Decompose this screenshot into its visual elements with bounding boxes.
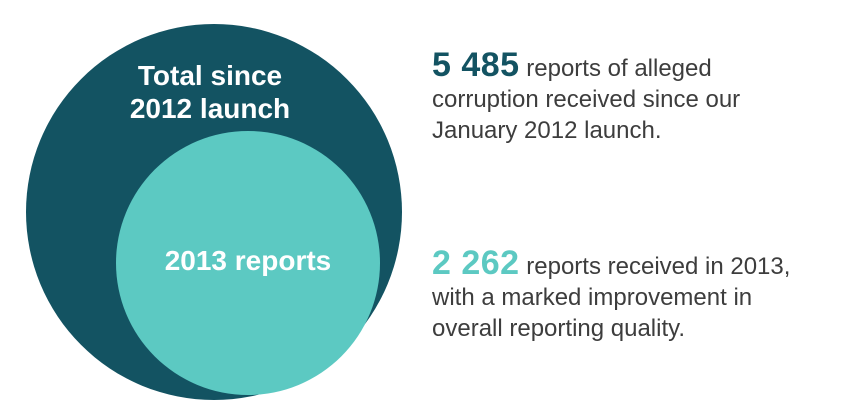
total-reports-text-line-1: reports of alleged bbox=[526, 55, 712, 82]
outer-circle-label-line-2: 2012 launch bbox=[130, 93, 290, 124]
yearly-reports-text-line-1: reports received in 2013, bbox=[526, 253, 791, 280]
venn-diagram: Total since 2012 launch 2013 reports bbox=[26, 24, 402, 400]
yearly-reports-stat: 2 262 reports received in 2013, with a m… bbox=[432, 246, 842, 344]
outer-circle-label-line-1: Total since bbox=[138, 60, 282, 91]
total-reports-stat: 5 485 reports of alleged corruption rece… bbox=[432, 48, 842, 146]
total-reports-text-line-2: corruption received since our bbox=[432, 86, 741, 113]
total-reports-number: 5 485 bbox=[432, 46, 520, 84]
total-reports-text-line-3: January 2012 launch. bbox=[432, 117, 662, 144]
inner-circle-2013 bbox=[116, 131, 380, 395]
yearly-reports-text-line-3: overall reporting quality. bbox=[432, 315, 686, 342]
inner-circle-label: 2013 reports bbox=[165, 245, 332, 276]
yearly-reports-text-line-2: with a marked improvement in bbox=[432, 284, 753, 311]
yearly-reports-number: 2 262 bbox=[432, 244, 520, 282]
